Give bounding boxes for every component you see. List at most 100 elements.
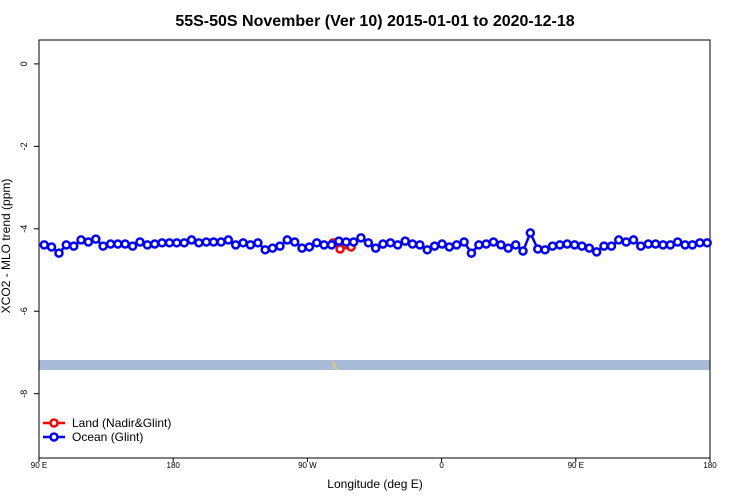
point	[39, 240, 49, 250]
point	[613, 235, 624, 245]
point	[68, 241, 79, 251]
point	[98, 241, 108, 251]
point	[326, 240, 337, 250]
point	[83, 237, 94, 247]
point	[335, 244, 345, 254]
point	[496, 240, 506, 250]
x-tick-label: 180	[703, 461, 717, 470]
x-tick-label: 0	[439, 461, 444, 470]
plot-frame	[38, 39, 711, 459]
legend-label: Land (Nadir&Glint)	[72, 416, 171, 430]
point	[518, 246, 528, 256]
point	[429, 241, 440, 251]
point	[503, 243, 514, 253]
point	[577, 241, 587, 251]
point	[643, 239, 654, 249]
point	[201, 237, 212, 247]
point	[665, 240, 676, 250]
point	[547, 241, 558, 251]
point	[253, 238, 263, 248]
point	[238, 238, 248, 248]
point	[341, 237, 351, 247]
legend-label: Ocean (Glint)	[72, 430, 143, 444]
surface-strip	[39, 360, 710, 370]
point	[680, 240, 690, 250]
point	[186, 235, 197, 245]
y-tick-label: -6	[19, 307, 29, 315]
point	[142, 240, 153, 250]
point	[113, 239, 123, 249]
point	[46, 242, 57, 252]
legend-marker	[49, 418, 59, 428]
point	[245, 240, 256, 250]
point	[422, 245, 433, 255]
point	[385, 238, 396, 248]
point	[61, 240, 72, 250]
point	[459, 237, 469, 247]
point	[164, 238, 175, 248]
point	[282, 235, 293, 245]
point	[260, 245, 270, 255]
point	[658, 240, 668, 250]
point	[606, 241, 617, 251]
point	[510, 240, 521, 250]
y-tick-label: -2	[19, 142, 29, 150]
point	[437, 239, 447, 249]
point	[267, 243, 278, 253]
point	[172, 238, 182, 248]
point	[149, 239, 160, 249]
x-tick-label: 90 W	[298, 461, 317, 470]
point	[650, 239, 661, 249]
point	[179, 238, 189, 248]
point	[400, 236, 410, 246]
point	[569, 240, 580, 250]
point	[695, 238, 705, 248]
point	[533, 244, 543, 254]
point	[356, 233, 366, 243]
y-tick-label: -4	[19, 225, 29, 233]
point	[378, 239, 388, 249]
point	[157, 238, 167, 248]
point	[289, 237, 300, 247]
point	[216, 237, 226, 247]
point	[687, 240, 698, 250]
legend-marker	[49, 432, 59, 442]
point	[319, 240, 329, 250]
point	[334, 236, 344, 246]
point	[363, 238, 374, 248]
point	[54, 248, 64, 258]
x-tick-label: 180	[167, 461, 181, 470]
point	[525, 228, 536, 238]
point	[444, 242, 455, 252]
point	[562, 239, 572, 249]
x-axis-label: Longitude (deg E)	[327, 477, 422, 491]
point	[275, 241, 285, 251]
point	[451, 240, 462, 250]
point	[584, 243, 595, 253]
x-tick-label: 90 E	[568, 461, 584, 470]
point	[297, 243, 307, 253]
point	[599, 241, 609, 251]
point	[591, 247, 602, 257]
y-tick-label: -8	[19, 390, 29, 398]
point	[702, 238, 712, 248]
point	[540, 245, 550, 255]
y-tick-label: 0	[19, 61, 29, 66]
point	[348, 237, 359, 247]
point	[466, 248, 477, 258]
point	[555, 240, 565, 250]
point	[474, 240, 484, 250]
point	[76, 235, 86, 245]
point	[393, 240, 403, 250]
point	[304, 242, 315, 252]
point	[135, 237, 145, 247]
land-mask	[331, 360, 340, 370]
point	[312, 238, 322, 248]
point	[120, 239, 130, 249]
point	[230, 240, 241, 250]
point	[223, 235, 234, 245]
point	[636, 241, 646, 251]
chart-title: 55S-50S November (Ver 10) 2015-01-01 to …	[175, 13, 574, 30]
point	[127, 241, 138, 251]
